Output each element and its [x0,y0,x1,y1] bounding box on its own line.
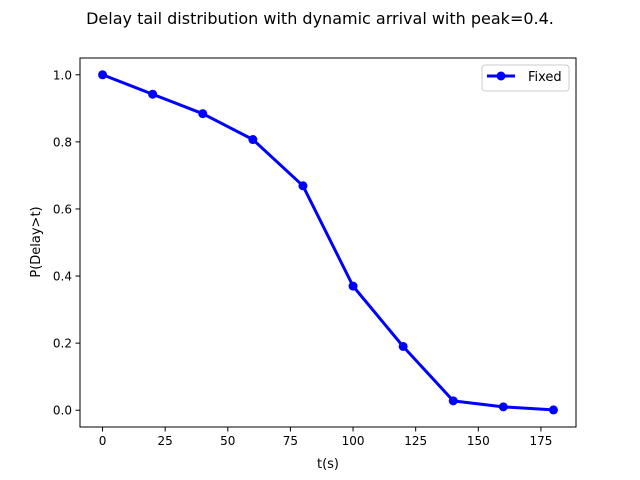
x-tick-label: 100 [342,434,365,448]
x-tick-label: 75 [283,434,298,448]
legend-label-fixed: Fixed [528,70,562,85]
data-point [198,109,208,119]
y-tick-label: 0.6 [53,202,72,216]
plot-frame [79,57,577,428]
x-tick-label: 175 [529,434,552,448]
series-layer [98,70,558,415]
series-line-fixed [101,73,555,412]
x-tick-label: 0 [99,434,107,448]
data-point [448,396,458,406]
legend-marker-fixed [496,71,506,81]
data-point [498,402,508,412]
x-tick-label: 50 [220,434,235,448]
data-point [148,89,158,99]
chart-title: Delay tail distribution with dynamic arr… [86,9,554,28]
y-axis: 0.0 0.2 0.4 0.6 0.8 1.0 [53,68,80,418]
x-axis: 0 25 50 75 100 125 150 175 [99,427,552,448]
y-tick-label: 0.8 [53,135,72,149]
legend-box [481,64,570,92]
data-point [248,135,258,145]
data-point [548,405,558,415]
y-tick-label: 1.0 [53,68,72,82]
y-tick-label: 0.4 [53,270,72,284]
data-point [98,70,108,80]
data-point [298,181,308,191]
plot-area [79,57,577,428]
legend: Fixed [481,64,570,92]
y-axis-label: P(Delay>t) [29,206,44,277]
y-tick-label: 0.0 [53,404,72,418]
data-point [398,341,408,351]
x-axis-label: t(s) [317,457,339,472]
x-tick-label: 25 [158,434,173,448]
data-point [348,281,358,291]
y-tick-label: 0.2 [53,337,72,351]
x-tick-label: 150 [467,434,490,448]
x-tick-label: 125 [404,434,427,448]
